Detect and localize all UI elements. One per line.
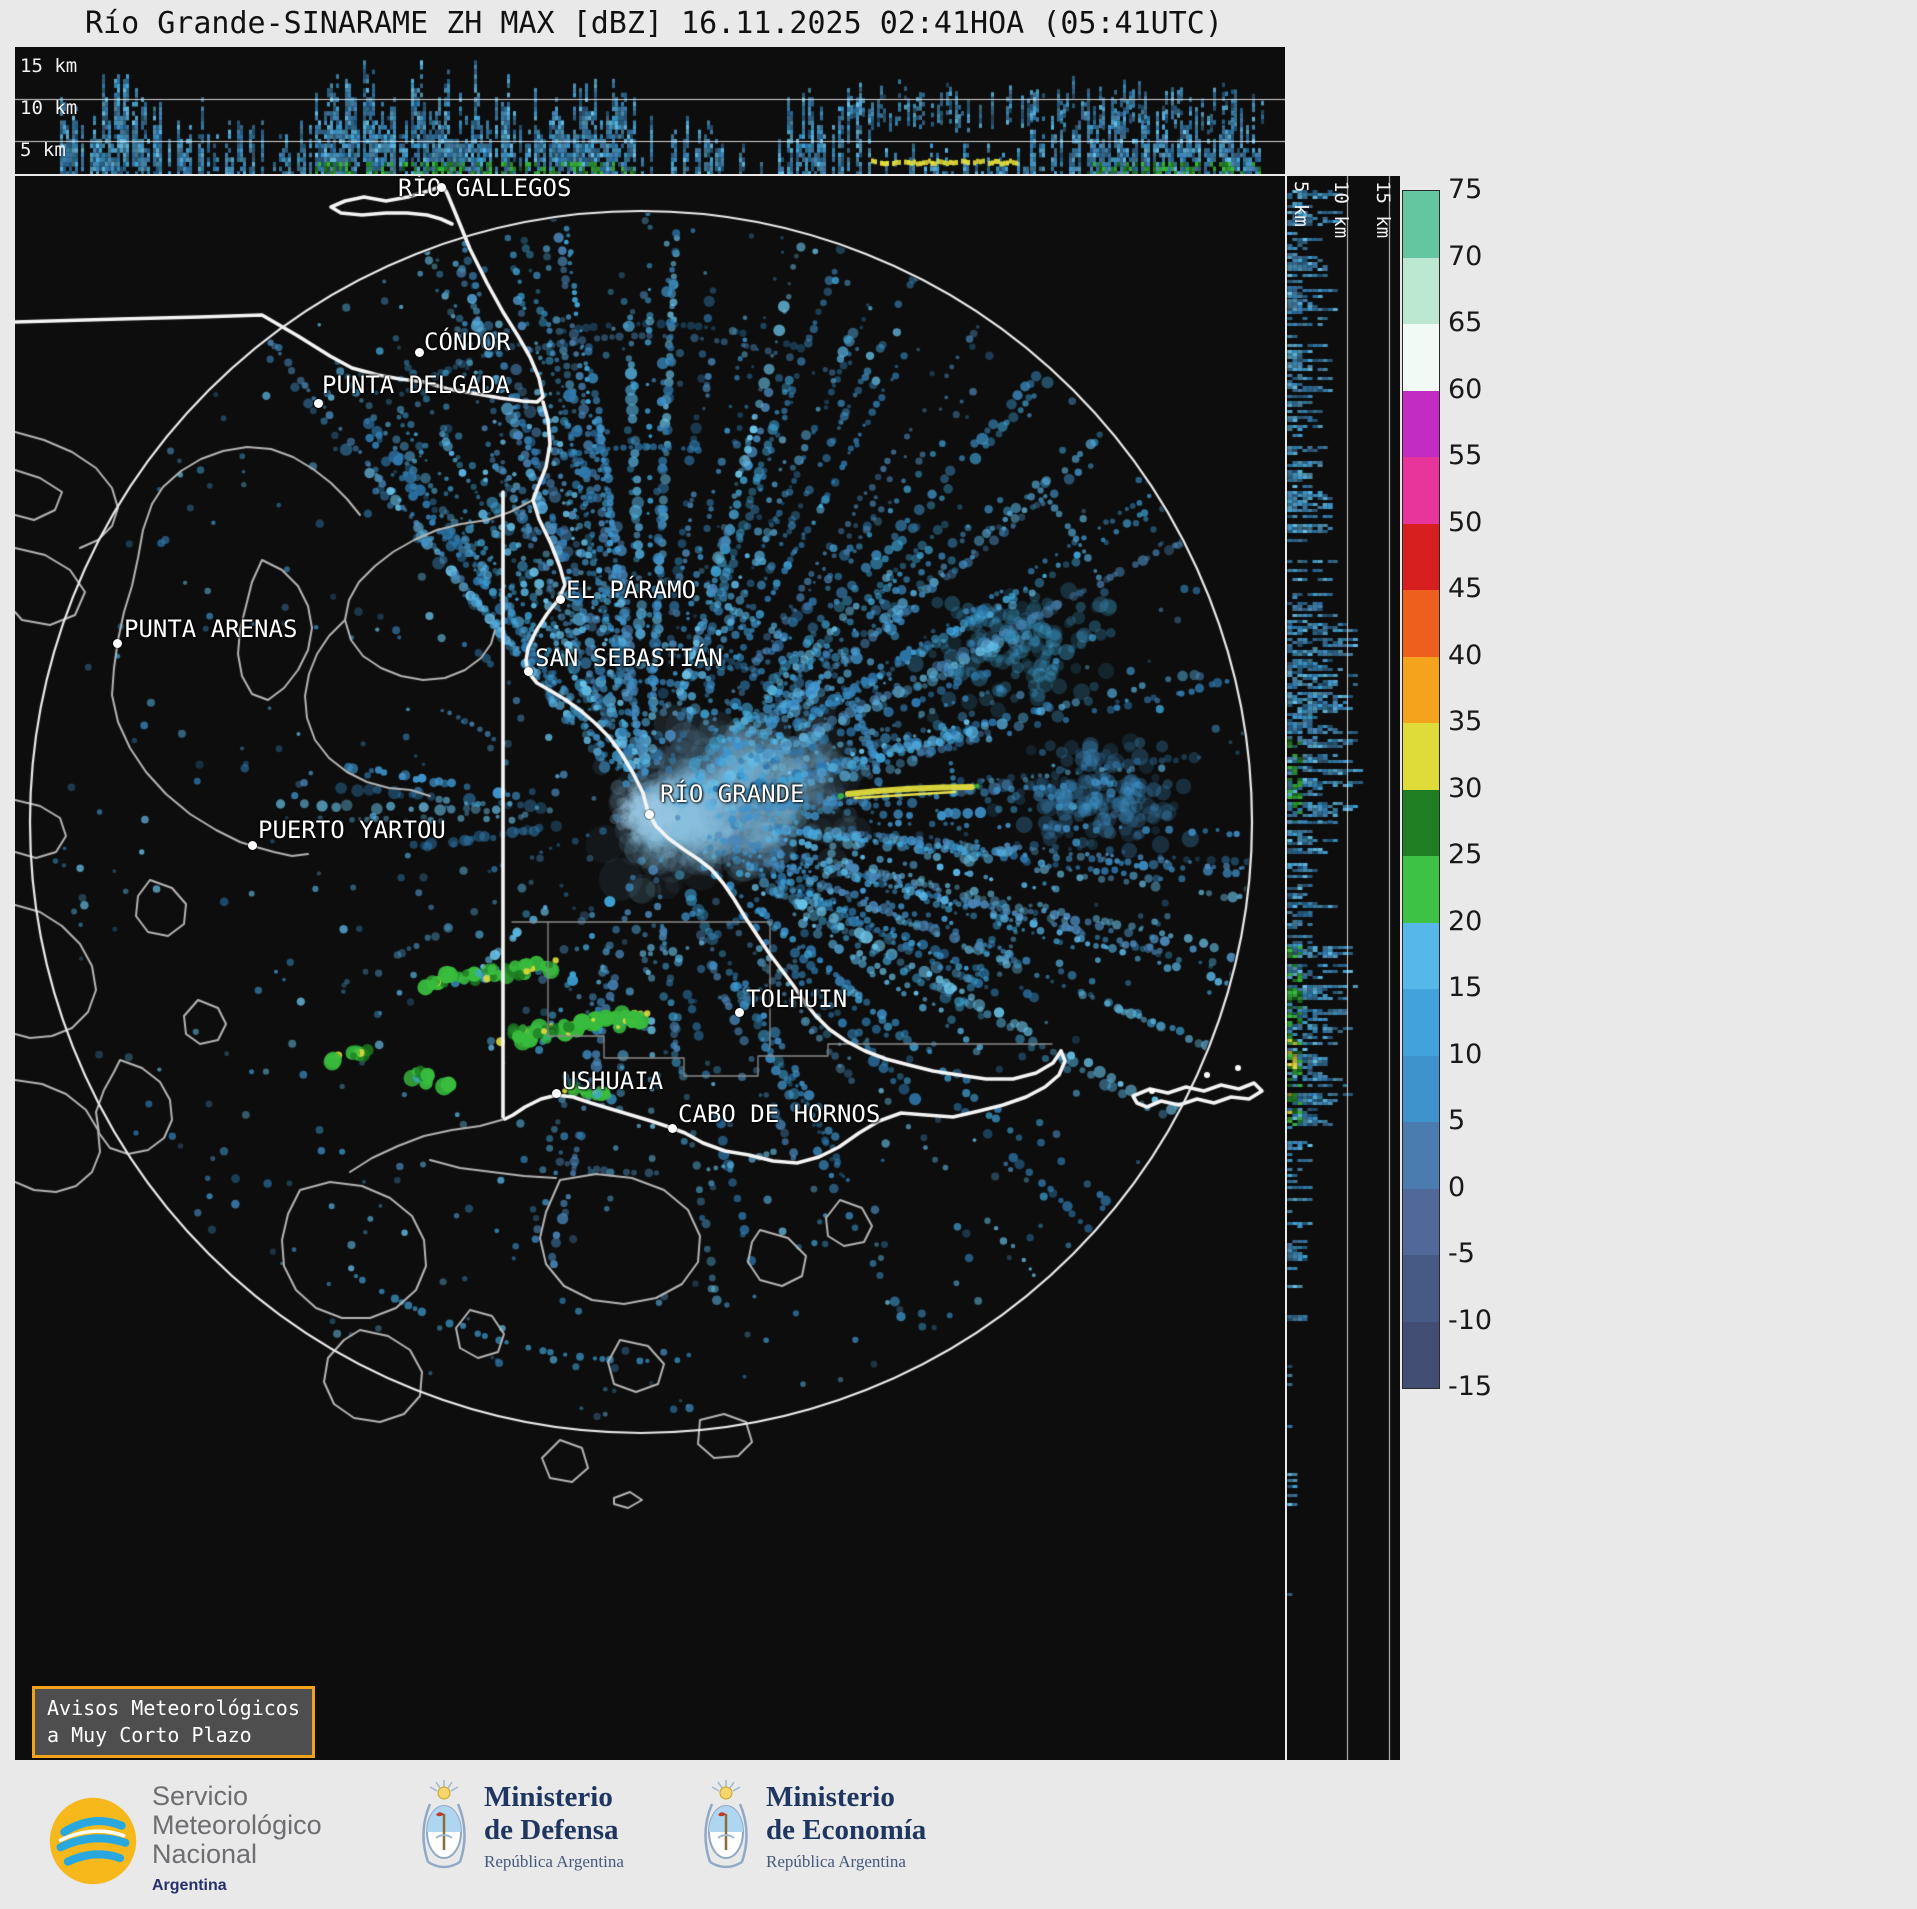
city-label: CABO DE HORNOS bbox=[678, 1100, 881, 1128]
colorbar-segment-40-45 bbox=[1403, 590, 1439, 657]
colorbar-tick: 20 bbox=[1448, 905, 1483, 937]
colorbar-tick: 45 bbox=[1448, 573, 1483, 604]
city-dot bbox=[552, 1089, 561, 1098]
top-height-profile-panel: 15 km 10 km 5 km bbox=[15, 47, 1285, 174]
smn-line3: Nacional bbox=[152, 1839, 258, 1869]
coat-of-arms-icon bbox=[422, 1780, 466, 1869]
ministry-economia-wordmark: Ministerio de Economía República Argenti… bbox=[766, 1781, 926, 1872]
city-label: TOLHUIN bbox=[746, 985, 848, 1013]
city-dot bbox=[314, 399, 323, 408]
warning-badge-line1: Avisos Meteorológicos bbox=[47, 1696, 300, 1720]
smn-logo-block: Servicio Meteorológico Nacional Argentin… bbox=[48, 1782, 322, 1900]
city-label: PUNTA ARENAS bbox=[124, 615, 298, 643]
axis-label-10km: 10 km bbox=[20, 97, 78, 119]
top-profile-canvas bbox=[15, 47, 1285, 174]
colorbar-segment-30-35 bbox=[1403, 723, 1439, 790]
city-dot bbox=[415, 348, 424, 357]
colorbar-tick: 40 bbox=[1448, 639, 1483, 671]
axis-label-5km: 5 km bbox=[1290, 181, 1312, 227]
product-title: Río Grande-SINARAME ZH MAX [dBZ] 16.11.2… bbox=[85, 6, 1223, 41]
colorbar-tick: 60 bbox=[1448, 373, 1483, 405]
colorbar-tick: -15 bbox=[1448, 1371, 1493, 1402]
coat-of-arms-icon bbox=[704, 1780, 748, 1869]
colorbar-tick: 75 bbox=[1448, 174, 1483, 205]
axis-label-15km: 15 km bbox=[20, 55, 78, 77]
smn-wordmark: Servicio Meteorológico Nacional Argentin… bbox=[152, 1782, 322, 1900]
colorbar-segment-10-15 bbox=[1403, 989, 1439, 1056]
city-label: RÍO GALLEGOS bbox=[398, 176, 572, 202]
colorbar-tick: 50 bbox=[1448, 506, 1483, 538]
smn-line1: Servicio bbox=[152, 1781, 249, 1811]
warning-badge: Avisos Meteorológicos a Muy Corto Plazo bbox=[32, 1686, 315, 1758]
ministry-country: República Argentina bbox=[484, 1851, 624, 1871]
city-label: EL PÁRAMO bbox=[566, 576, 697, 604]
colorbar-segment-5-10 bbox=[1403, 1055, 1439, 1122]
colorbar-segment-20-25 bbox=[1403, 856, 1439, 923]
colorbar-segment-65-70 bbox=[1403, 257, 1439, 324]
colorbar-ticks: 75 70 65 60 55 50 45 40 35 30 25 20 15 10 5 0 -5 -10 -15 bbox=[1448, 175, 1518, 1402]
colorbar-tick: 25 bbox=[1448, 839, 1483, 870]
ministry-defensa-wordmark: Ministerio de Defensa República Argentin… bbox=[484, 1781, 624, 1872]
colorbar-segment-35-40 bbox=[1403, 656, 1439, 723]
colorbar-tick: 0 bbox=[1448, 1171, 1466, 1203]
radar-map-canvas bbox=[15, 176, 1285, 1760]
colorbar-tick: 55 bbox=[1448, 440, 1483, 471]
colorbar-tick: 70 bbox=[1448, 240, 1483, 272]
colorbar-tick: 15 bbox=[1448, 972, 1483, 1003]
city-dot bbox=[735, 1008, 744, 1017]
colorbar-segment-45-50 bbox=[1403, 523, 1439, 590]
smn-logo-icon bbox=[49, 1797, 137, 1885]
radar-map-panel: RÍO GALLEGOS CÓNDOR PUNTA DELGADA EL PÁRAMO… bbox=[15, 176, 1285, 1760]
city-label: PUERTO YARTOU bbox=[258, 816, 446, 844]
colorbar-segment--10--5 bbox=[1403, 1255, 1439, 1322]
ministry-defensa-block: Ministerio de Defensa República Argentin… bbox=[418, 1778, 624, 1874]
right-profile-canvas bbox=[1287, 176, 1400, 1760]
colorbar-tick: 10 bbox=[1448, 1038, 1483, 1070]
axis-label-15km: 15 km bbox=[1372, 181, 1394, 239]
colorbar-tick: 35 bbox=[1448, 706, 1483, 737]
colorbar-segment-70-75 bbox=[1403, 191, 1439, 258]
axis-label-10km: 10 km bbox=[1330, 181, 1352, 239]
city-label: PUNTA DELGADA bbox=[322, 371, 510, 399]
colorbar-segment--5-0 bbox=[1403, 1188, 1439, 1255]
colorbar-segment-25-30 bbox=[1403, 789, 1439, 856]
colorbar bbox=[1402, 190, 1440, 1389]
smn-line2: Meteorológico bbox=[152, 1810, 322, 1840]
city-dot bbox=[248, 841, 257, 850]
colorbar-tick: 30 bbox=[1448, 772, 1483, 804]
colorbar-tick: -5 bbox=[1448, 1238, 1475, 1269]
city-dot bbox=[437, 183, 446, 192]
colorbar-segment-0-5 bbox=[1403, 1122, 1439, 1189]
colorbar-segment-50-55 bbox=[1403, 457, 1439, 524]
ministry-branch: de Economía bbox=[766, 1813, 927, 1846]
ministry-branch: de Defensa bbox=[484, 1813, 619, 1846]
city-label: USHUAIA bbox=[562, 1067, 664, 1095]
colorbar-tick: 65 bbox=[1448, 307, 1483, 338]
colorbar-segment-60-65 bbox=[1403, 324, 1439, 391]
colorbar-segment--15--10 bbox=[1403, 1321, 1439, 1388]
ministry-economia-block: Ministerio de Economía República Argenti… bbox=[700, 1778, 926, 1874]
colorbar-segment-15-20 bbox=[1403, 922, 1439, 989]
smn-country: Argentina bbox=[152, 1877, 227, 1894]
warning-badge-line2: a Muy Corto Plazo bbox=[47, 1723, 252, 1747]
ministry-name: Ministerio bbox=[766, 1780, 895, 1813]
city-dot bbox=[645, 810, 654, 819]
city-dot bbox=[556, 595, 565, 604]
colorbar-tick: -10 bbox=[1448, 1304, 1493, 1336]
city-dot bbox=[524, 667, 533, 676]
ministry-country: República Argentina bbox=[766, 1851, 906, 1871]
footer: Servicio Meteorológico Nacional Argentin… bbox=[0, 1762, 1917, 1909]
city-dot bbox=[668, 1124, 677, 1133]
axis-label-5km: 5 km bbox=[20, 139, 66, 161]
city-label: CÓNDOR bbox=[424, 328, 511, 356]
city-label: RÍO GRANDE bbox=[660, 780, 805, 808]
right-height-profile-panel: 5 km 10 km 15 km bbox=[1287, 176, 1400, 1760]
city-dot bbox=[113, 639, 122, 648]
colorbar-tick: 5 bbox=[1448, 1105, 1466, 1136]
ministry-name: Ministerio bbox=[484, 1780, 613, 1813]
colorbar-segment-55-60 bbox=[1403, 390, 1439, 457]
city-label: SAN SEBASTIÁN bbox=[535, 644, 723, 672]
